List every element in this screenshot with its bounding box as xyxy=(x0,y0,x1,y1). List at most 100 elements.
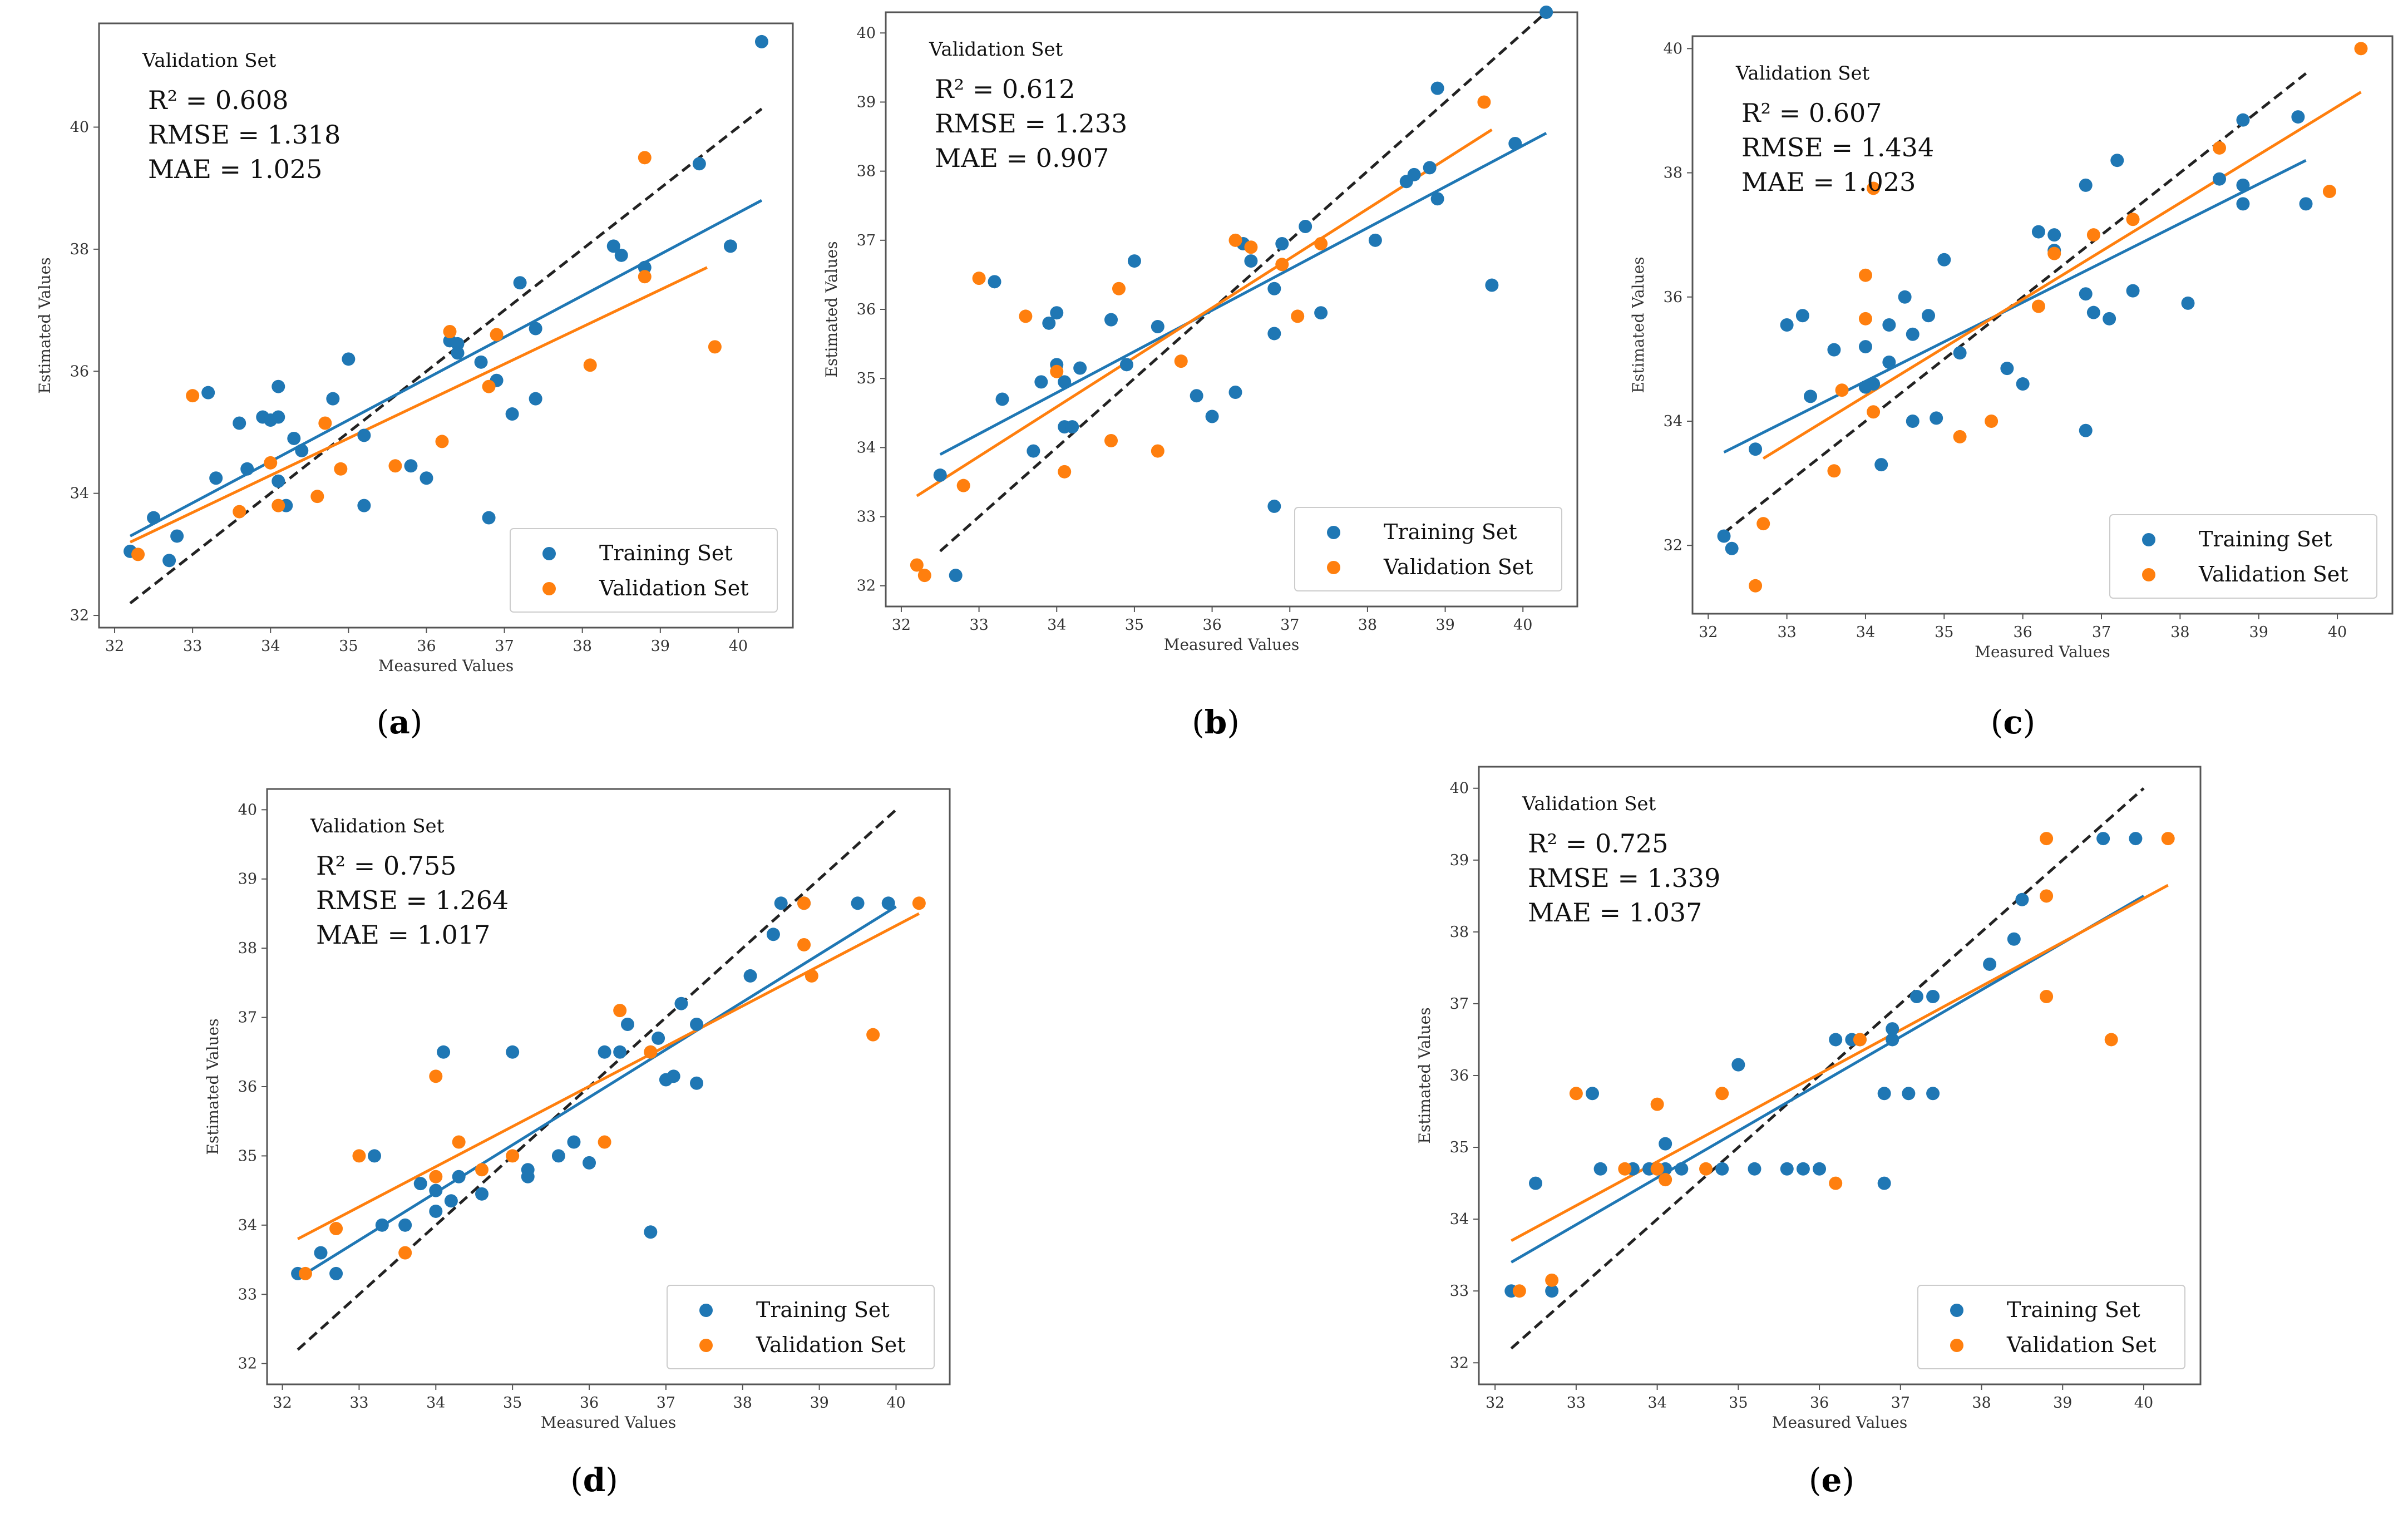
validation-point xyxy=(638,270,652,284)
x-tick-label: 33 xyxy=(1567,1394,1586,1412)
training-point xyxy=(766,928,780,941)
annotation-stat: MAE = 1.037 xyxy=(1528,897,1702,928)
x-tick-label: 35 xyxy=(1125,616,1144,634)
training-point xyxy=(513,276,527,290)
x-tick-label: 36 xyxy=(580,1394,599,1412)
validation-point xyxy=(2086,228,2100,242)
x-tick-label: 33 xyxy=(1777,624,1796,641)
y-tick-label: 36 xyxy=(1450,1067,1469,1084)
training-point xyxy=(1715,1162,1729,1176)
x-tick-label: 35 xyxy=(1935,624,1953,641)
training-point xyxy=(2181,296,2195,310)
training-point xyxy=(1813,1162,1827,1176)
y-tick-label: 34 xyxy=(70,485,89,502)
chart-panel-b: 32 33 34 35 36 37 38 39 40 32 33 34 35 36 37 38 39 40 Meas… xyxy=(822,6,1578,741)
validation-point xyxy=(264,456,278,470)
legend-marker-validation xyxy=(1327,561,1340,574)
x-axis-label: Measured Values xyxy=(1772,1413,1907,1432)
x-tick-label: 34 xyxy=(1647,1394,1666,1412)
training-point xyxy=(233,416,246,430)
training-point xyxy=(529,322,542,336)
training-point xyxy=(1804,389,1818,403)
training-point xyxy=(240,462,254,476)
legend-label-validation: Validation Set xyxy=(599,576,749,600)
training-point xyxy=(1430,192,1444,206)
legend-marker-training xyxy=(542,547,556,560)
training-point xyxy=(1906,415,1920,428)
annotation-stat: R² = 0.607 xyxy=(1741,98,1882,128)
validation-point xyxy=(2040,889,2054,903)
validation-point xyxy=(352,1149,366,1163)
identity-line xyxy=(129,107,763,605)
validation-point xyxy=(805,969,818,983)
training-point xyxy=(774,896,788,910)
annotation-title: Validation Set xyxy=(1522,793,1656,815)
validation-point xyxy=(1545,1273,1559,1287)
training-point xyxy=(1314,306,1328,320)
training-point xyxy=(2110,154,2124,167)
x-tick-label: 34 xyxy=(1047,616,1066,634)
training-point xyxy=(1529,1176,1543,1190)
panel-caption: (b) xyxy=(1192,703,1240,741)
training-point xyxy=(1749,442,1763,456)
x-tick-label: 37 xyxy=(1891,1394,1910,1412)
x-tick-label: 38 xyxy=(2170,624,2189,641)
annotation-title: Validation Set xyxy=(1735,62,1870,85)
training-point xyxy=(2291,110,2305,124)
legend-box xyxy=(667,1285,935,1369)
validation-point xyxy=(233,505,246,519)
training-point xyxy=(692,157,706,171)
training-point xyxy=(444,1194,458,1208)
legend-marker-validation xyxy=(2142,568,2155,581)
training-point xyxy=(295,443,309,457)
training-point xyxy=(1539,6,1553,19)
training-point xyxy=(1065,420,1079,434)
x-tick-label: 33 xyxy=(349,1394,368,1412)
training-point xyxy=(1909,990,1923,1004)
training-point xyxy=(2079,178,2093,192)
validation-point xyxy=(1244,240,1258,254)
training-point xyxy=(314,1246,328,1260)
training-point xyxy=(1267,499,1281,513)
training-point xyxy=(1586,1087,1600,1101)
x-tick-label: 32 xyxy=(273,1394,292,1412)
training-point xyxy=(667,1069,680,1083)
validation-point xyxy=(131,548,145,561)
legend-label-training: Training Set xyxy=(599,541,733,565)
y-tick-label: 40 xyxy=(238,801,257,818)
validation-point xyxy=(482,379,496,393)
validation-point xyxy=(186,389,200,403)
training-point xyxy=(357,499,371,512)
training-point xyxy=(1267,327,1281,341)
validation-fit-line xyxy=(916,129,1493,497)
validation-point xyxy=(1953,430,1967,443)
training-point xyxy=(1151,320,1164,334)
y-tick-label: 37 xyxy=(857,232,876,249)
training-point xyxy=(988,275,1001,289)
y-tick-label: 33 xyxy=(1450,1283,1469,1300)
validation-point xyxy=(398,1246,412,1260)
x-tick-label: 36 xyxy=(2013,624,2032,641)
y-axis-label: Estimated Values xyxy=(822,241,841,377)
x-tick-label: 33 xyxy=(969,616,988,634)
y-tick-label: 37 xyxy=(1450,995,1469,1013)
training-point xyxy=(1898,290,1912,304)
training-point xyxy=(2047,228,2061,242)
y-tick-label: 34 xyxy=(857,439,876,456)
validation-point xyxy=(1569,1087,1583,1101)
training-point xyxy=(1780,318,1794,332)
training-point xyxy=(437,1045,451,1059)
training-point xyxy=(2213,172,2227,186)
training-point xyxy=(1205,410,1219,423)
training-point xyxy=(583,1156,596,1170)
x-tick-label: 32 xyxy=(1699,624,1718,641)
x-tick-label: 35 xyxy=(503,1394,522,1412)
annotation-stat: R² = 0.725 xyxy=(1528,828,1669,859)
training-point xyxy=(420,471,433,485)
x-tick-label: 37 xyxy=(2092,624,2111,641)
validation-point xyxy=(1314,237,1328,251)
training-point xyxy=(162,554,176,568)
validation-point xyxy=(797,896,811,910)
legend-label-training: Training Set xyxy=(2199,527,2332,551)
training-point xyxy=(690,1076,704,1090)
